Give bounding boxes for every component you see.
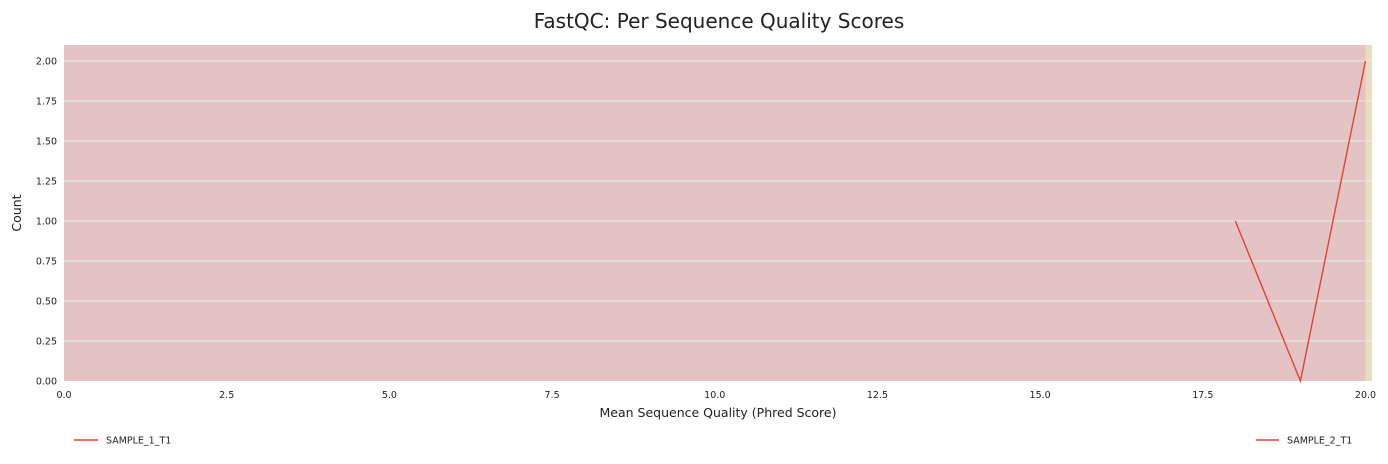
series-lines — [1234, 60, 1367, 384]
y-tick-labels: 0.00 0.25 0.50 0.75 1.00 1.25 1.50 1.75 2.00 — [36, 57, 57, 388]
legend-label: SAMPLE_2_T1 — [1287, 436, 1352, 447]
x-tick-label: 10.0 — [704, 390, 725, 401]
background-zones — [64, 45, 1372, 381]
y-axis-label: Count — [9, 194, 24, 231]
x-axis-label: Mean Sequence Quality (Phred Score) — [600, 405, 837, 420]
y-tick-label: 0.50 — [36, 297, 57, 308]
legend: SAMPLE_1_T1 SAMPLE_2_T1 — [74, 436, 1352, 447]
x-tick-label: 5.0 — [382, 390, 397, 401]
x-tick-labels: 0.0 2.5 5.0 7.5 10.0 12.5 15.0 17.5 20.0 — [56, 390, 1376, 401]
y-tick-label: 0.25 — [36, 337, 57, 348]
x-tick-label: 17.5 — [1192, 390, 1213, 401]
x-tick-label: 0.0 — [56, 390, 71, 401]
y-tick-label: 0.00 — [36, 377, 57, 388]
x-tick-label: 20.0 — [1355, 390, 1376, 401]
x-tick-label: 15.0 — [1030, 390, 1051, 401]
y-tick-label: 1.75 — [36, 97, 57, 108]
gridlines — [64, 60, 1372, 342]
y-tick-label: 1.50 — [36, 137, 57, 148]
x-tick-label: 7.5 — [545, 390, 560, 401]
series-line-0 — [1234, 60, 1367, 384]
background-zone-0 — [64, 45, 1366, 381]
background-zone-1 — [1365, 45, 1372, 381]
legend-label: SAMPLE_1_T1 — [106, 436, 171, 447]
x-tick-label: 12.5 — [867, 390, 888, 401]
x-tick-label: 2.5 — [219, 390, 234, 401]
y-tick-label: 1.25 — [36, 177, 57, 188]
y-tick-label: 1.00 — [36, 217, 57, 228]
y-tick-label: 0.75 — [36, 257, 57, 268]
chart-title: FastQC: Per Sequence Quality Scores — [534, 9, 905, 33]
y-tick-label: 2.00 — [36, 57, 57, 68]
